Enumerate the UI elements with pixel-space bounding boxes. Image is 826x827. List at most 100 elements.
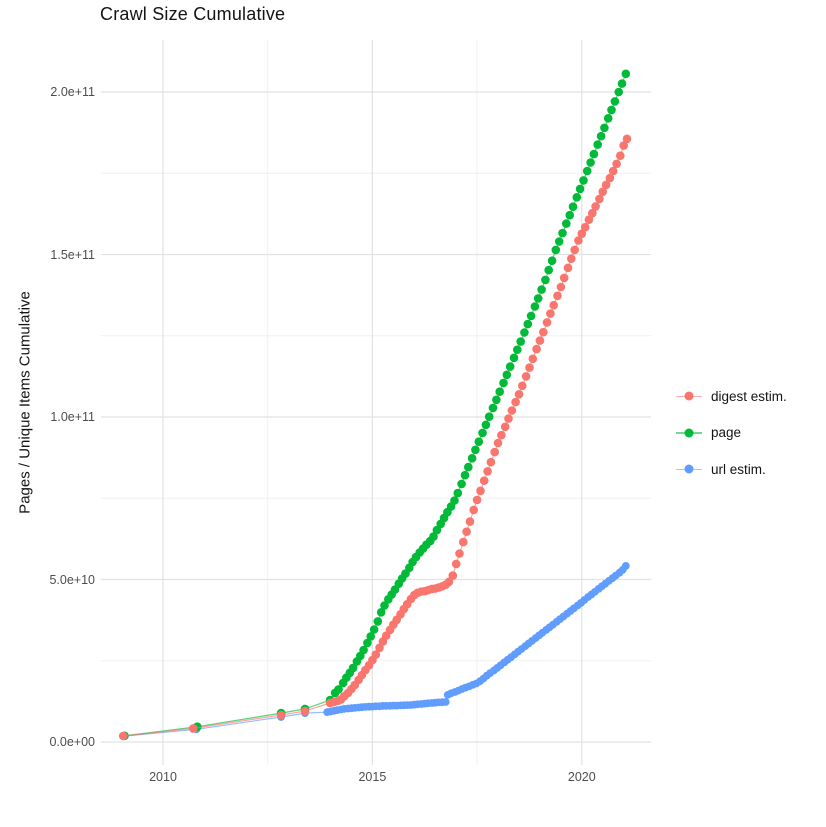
data-point (605, 173, 615, 183)
data-point (614, 87, 623, 97)
data-point (568, 202, 578, 211)
data-point (542, 318, 552, 327)
data-point (462, 527, 471, 536)
data-point (505, 362, 515, 371)
legend-key-icon (676, 389, 702, 403)
series-digest-estim (118, 134, 632, 741)
data-point (533, 294, 543, 303)
data-point (511, 397, 520, 407)
data-point (457, 479, 466, 489)
data-point (549, 300, 558, 310)
data-point (359, 645, 368, 655)
data-point (499, 378, 508, 388)
data-point (492, 395, 501, 405)
data-point (584, 215, 594, 224)
series-url-estim (120, 562, 630, 740)
data-point (595, 194, 604, 204)
data-point (622, 134, 632, 144)
data-point (348, 663, 358, 673)
data-point (541, 275, 550, 285)
data-point (575, 184, 585, 194)
data-point (621, 562, 630, 570)
data-point (621, 69, 631, 79)
data-point (502, 370, 512, 380)
data-point (488, 403, 498, 413)
data-point (601, 180, 611, 190)
legend-key-icon (676, 426, 702, 440)
data-point (539, 327, 548, 337)
data-point (469, 505, 479, 515)
legend-key-icon (676, 462, 702, 476)
data-point (577, 229, 587, 238)
data-point (504, 414, 513, 423)
data-point (448, 571, 458, 580)
data-point (476, 486, 485, 496)
data-point (582, 166, 592, 176)
data-point (558, 228, 567, 238)
data-point (553, 291, 562, 301)
data-point (596, 131, 606, 141)
y-tick-label: 1.5e+11 (50, 247, 95, 262)
data-point (598, 187, 607, 197)
data-point (497, 430, 506, 440)
data-point (518, 381, 527, 391)
legend-item: page (676, 415, 787, 452)
data-point (486, 457, 496, 467)
data-point (460, 470, 470, 480)
data-point (479, 476, 489, 486)
data-point (459, 537, 468, 547)
legend-label: page (711, 425, 742, 441)
data-point (535, 336, 545, 345)
data-point (472, 495, 482, 505)
data-point (366, 632, 376, 641)
data-point (453, 488, 463, 498)
data-point (500, 422, 510, 432)
data-point (490, 447, 500, 457)
data-point (551, 245, 561, 255)
data-point (373, 617, 383, 626)
data-point (591, 202, 600, 211)
data-point (432, 525, 442, 535)
data-point (118, 731, 128, 741)
data-point (528, 354, 538, 364)
data-point (478, 428, 487, 438)
data-point (520, 328, 529, 337)
data-point (481, 420, 491, 430)
legend: digest estim. page url estim. (676, 378, 787, 488)
data-point (444, 577, 454, 587)
data-point (570, 245, 579, 255)
data-point (603, 114, 613, 123)
data-point (450, 496, 459, 505)
data-point (371, 650, 381, 659)
legend-item: url estim. (676, 451, 787, 488)
data-point (523, 319, 533, 329)
data-point (556, 282, 566, 292)
data-point (474, 437, 484, 447)
data-point (429, 532, 438, 541)
data-point (588, 208, 597, 218)
data-point (610, 97, 620, 106)
data-point (513, 345, 522, 355)
data-point (483, 467, 492, 476)
data-point (276, 710, 286, 720)
data-point (616, 151, 625, 160)
data-point (572, 193, 582, 202)
data-point (608, 166, 618, 176)
data-point (612, 159, 621, 169)
data-point (574, 236, 583, 245)
data-point (619, 141, 628, 150)
data-point (507, 406, 517, 415)
chart-title: Crawl Size Cumulative (100, 4, 286, 24)
data-point (544, 265, 553, 275)
data-point (464, 462, 473, 472)
x-tick-label: 2015 (358, 770, 387, 784)
data-point (441, 698, 450, 706)
data-point (516, 337, 525, 346)
data-point (617, 79, 627, 88)
y-tick-label: 0.0e+00 (49, 735, 95, 749)
data-point (600, 123, 609, 133)
y-tick-label: 1.0e+11 (50, 410, 95, 424)
data-point (532, 344, 541, 354)
